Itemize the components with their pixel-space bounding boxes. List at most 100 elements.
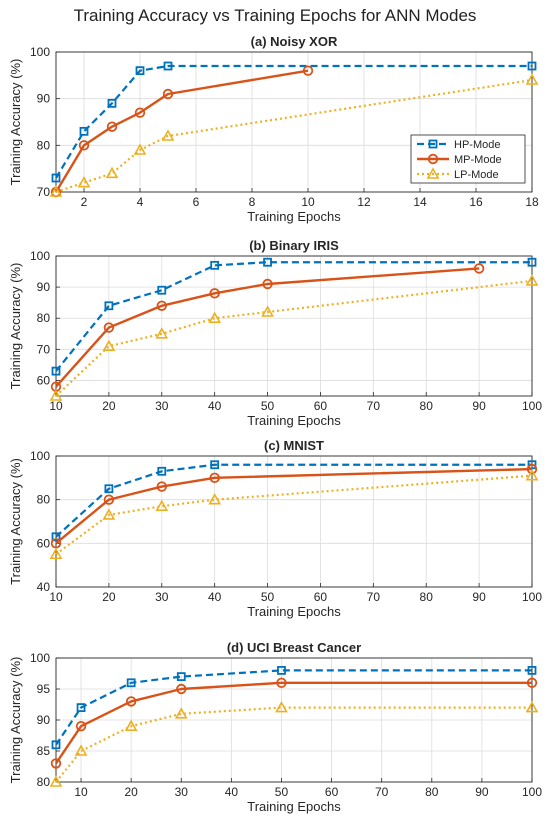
- data-point-hp-mode: [527, 666, 537, 675]
- x-tick-label: 90: [472, 590, 486, 604]
- x-tick-label: 80: [420, 399, 434, 413]
- x-tick-label: 90: [475, 785, 489, 799]
- series-line-hp-mode: [55, 64, 532, 179]
- data-point-mp-mode: [473, 263, 485, 274]
- series-line-mp-mode: [55, 467, 533, 545]
- data-point-hp-mode: [79, 126, 89, 136]
- x-tick-label: 10: [49, 399, 63, 413]
- data-point-lp-mode: [74, 744, 88, 756]
- data-point-hp-mode: [163, 61, 173, 71]
- y-tick-label: 100: [30, 449, 50, 463]
- data-point-hp-mode: [157, 285, 167, 295]
- x-axis-label: Training Epochs: [247, 209, 341, 224]
- legend-label-lp-mode: LP-Mode: [454, 169, 499, 181]
- y-tick-label: 90: [37, 713, 51, 727]
- data-point-mp-mode: [526, 463, 538, 475]
- data-point-hp-mode: [176, 672, 186, 681]
- data-point-hp-mode: [157, 466, 167, 476]
- data-point-mp-mode: [162, 88, 174, 100]
- y-tick-label: 60: [37, 373, 51, 387]
- data-point-lp-mode: [49, 185, 63, 197]
- x-tick-label: 6: [193, 195, 200, 209]
- x-tick-label: 2: [81, 195, 88, 209]
- data-point-mp-mode: [75, 721, 87, 732]
- data-point-mp-mode: [209, 288, 220, 299]
- x-tick-label: 80: [425, 785, 439, 799]
- x-tick-label: 60: [314, 590, 328, 604]
- data-point-hp-mode: [51, 740, 61, 750]
- plot-area: [56, 256, 532, 396]
- x-tick-label: 30: [155, 399, 169, 413]
- data-point-mp-mode: [78, 140, 90, 151]
- series-line-hp-mode: [55, 463, 532, 538]
- series-line-mp-mode: [55, 267, 480, 388]
- legend-marker-hp-mode: [428, 139, 438, 149]
- data-point-mp-mode: [156, 300, 167, 311]
- data-point-lp-mode: [155, 327, 169, 339]
- axes-box: [55, 455, 533, 588]
- chart-panel-2: 10 20 30 40 50 60 70 80 90 100 60 70 80 90 100 (b) Bina…: [8, 238, 542, 428]
- x-tick-label: 100: [522, 590, 542, 604]
- data-point-mp-mode: [125, 696, 137, 707]
- x-tick-label: 50: [261, 590, 275, 604]
- data-point-lp-mode: [525, 469, 539, 481]
- data-point-mp-mode: [176, 683, 187, 695]
- y-axis-label: Training Accuracy (%): [8, 657, 23, 784]
- x-tick-label: 60: [314, 399, 328, 413]
- x-tick-label: 50: [261, 399, 275, 413]
- data-point-hp-mode: [51, 366, 61, 376]
- data-point-hp-mode: [210, 460, 220, 470]
- y-axis-label: Training Accuracy (%): [8, 263, 23, 390]
- y-axis-label: Training Accuracy (%): [8, 59, 23, 186]
- data-point-lp-mode: [208, 493, 222, 505]
- x-tick-label: 100: [522, 785, 542, 799]
- figure-title: Training Accuracy vs Training Epochs for…: [73, 6, 477, 25]
- y-tick-label: 100: [30, 651, 50, 665]
- data-point-lp-mode: [49, 389, 63, 401]
- x-axis-label: Training Epochs: [247, 799, 341, 814]
- y-tick-label: 100: [30, 45, 50, 59]
- legend-marker-lp-mode: [426, 167, 440, 179]
- y-tick-label: 95: [37, 682, 51, 696]
- data-point-mp-mode: [106, 121, 118, 132]
- x-tick-label: 10: [301, 195, 315, 209]
- panel-title: (d) UCI Breast Cancer: [227, 640, 361, 655]
- legend-label-hp-mode: HP-Mode: [454, 139, 500, 151]
- data-point-lp-mode: [261, 305, 274, 317]
- y-tick-label: 60: [37, 536, 51, 550]
- panel-title: (a) Noisy XOR: [251, 34, 338, 49]
- x-tick-label: 16: [469, 195, 483, 209]
- data-point-hp-mode: [135, 66, 145, 76]
- x-tick-label: 70: [367, 399, 381, 413]
- x-tick-label: 8: [249, 195, 256, 209]
- data-point-lp-mode: [525, 274, 539, 286]
- y-axis-label: Training Accuracy (%): [8, 458, 23, 585]
- panel-title: (c) MNIST: [264, 438, 324, 453]
- x-tick-label: 18: [525, 195, 539, 209]
- y-tick-label: 70: [37, 185, 51, 199]
- data-point-lp-mode: [525, 73, 539, 85]
- x-tick-label: 20: [102, 590, 116, 604]
- data-point-lp-mode: [102, 508, 116, 520]
- legend: HP-Mode MP-Mode LP-Mode: [410, 134, 526, 184]
- y-tick-label: 80: [37, 311, 51, 325]
- plot-area: [56, 456, 532, 587]
- x-axis-label: Training Epochs: [247, 413, 341, 428]
- data-point-mp-mode: [103, 494, 115, 505]
- chart-panel-3: 10 20 30 40 50 60 70 80 90 100 40 60 80 100 (c) MNIST T…: [8, 438, 542, 619]
- x-tick-label: 70: [367, 590, 381, 604]
- y-tick-label: 70: [37, 342, 51, 356]
- data-point-hp-mode: [51, 173, 61, 183]
- data-point-lp-mode: [275, 700, 288, 713]
- data-point-mp-mode: [103, 322, 115, 333]
- data-point-lp-mode: [208, 311, 222, 324]
- data-point-mp-mode: [262, 278, 273, 290]
- x-tick-label: 100: [522, 399, 542, 413]
- x-tick-label: 10: [74, 785, 88, 799]
- x-tick-label: 70: [375, 785, 389, 799]
- series-line-lp-mode: [55, 706, 532, 783]
- series-line-mp-mode: [55, 681, 532, 765]
- y-tick-label: 80: [37, 138, 51, 152]
- chart-panel-1: 2 4 6 8 10 12 14 16 18 70 80 90 100 (a) Noisy XOR Trai…: [8, 34, 539, 224]
- y-tick-label: 90: [37, 280, 51, 294]
